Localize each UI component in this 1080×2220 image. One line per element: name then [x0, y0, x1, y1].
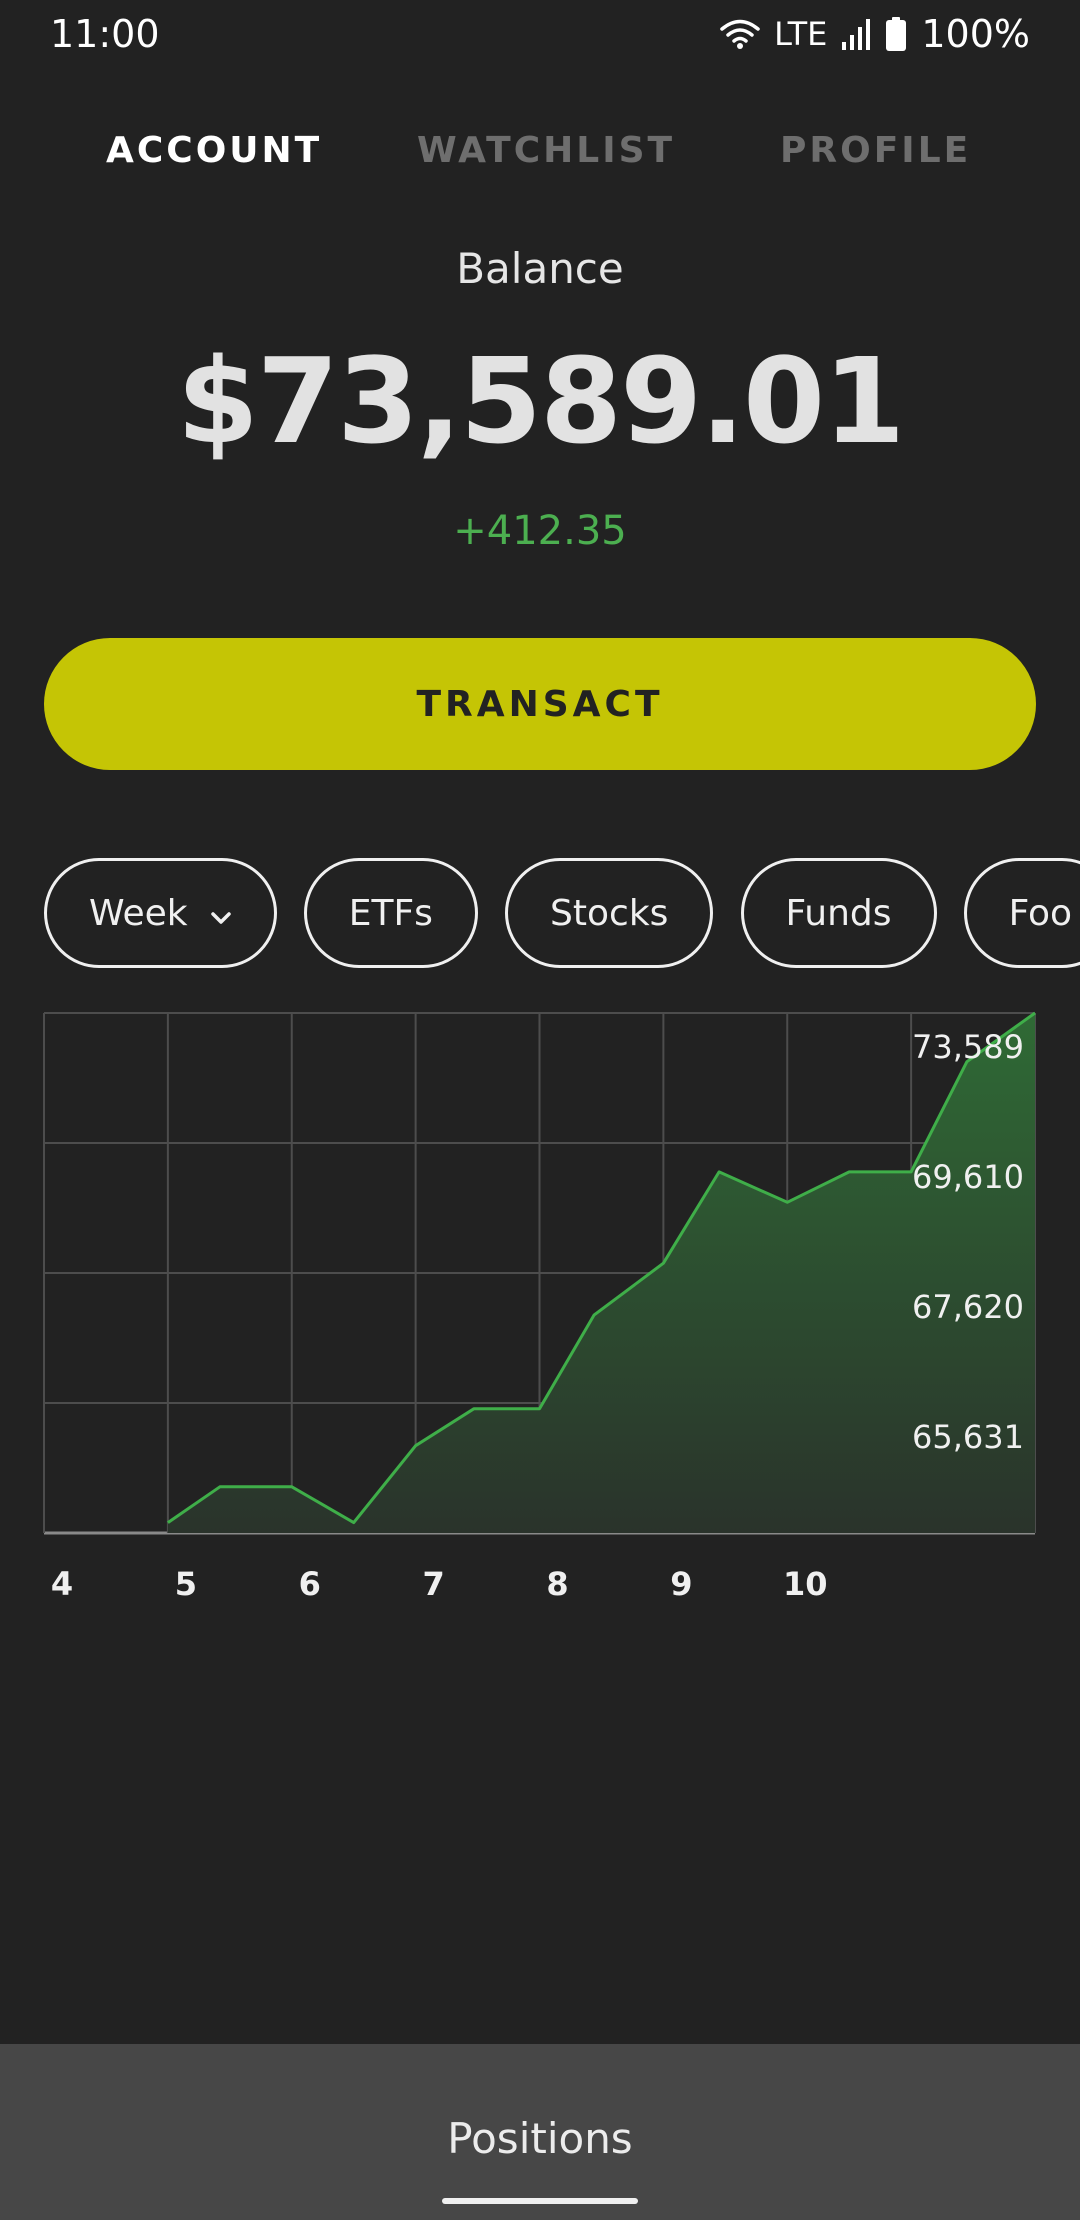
balance-label: Balance [456, 244, 624, 293]
transact-button[interactable]: TRANSACT [44, 638, 1036, 770]
period-label: Week [89, 892, 188, 934]
tab-profile[interactable]: PROFILE [780, 130, 972, 171]
tab-account[interactable]: ACCOUNT [106, 130, 323, 171]
home-indicator [442, 2198, 638, 2204]
chart-area [167, 1013, 1035, 1533]
filter-chip-foo[interactable]: Foo [963, 858, 1080, 968]
wifi-icon [720, 18, 760, 50]
filter-chip-etfs[interactable]: ETFs [303, 858, 478, 968]
balance-chart: 73,589 69,610 67,620 65,631 4 5 6 7 8 9 10 [43, 1011, 1036, 1603]
chart-line [167, 1011, 1036, 1525]
balance-value: $73,589.01 [176, 332, 906, 470]
battery-icon [885, 17, 907, 51]
filter-chips: Week ETFs Stocks Funds Foo [44, 858, 1080, 968]
balance-change: +412.35 [453, 508, 627, 554]
battery-level: 100% [921, 12, 1030, 56]
y-tick-label: 73,589 [912, 1028, 1024, 1066]
x-tick-label: 9 [670, 1565, 692, 1603]
y-tick-label: 67,620 [912, 1288, 1024, 1326]
signal-icon [841, 18, 871, 50]
filter-chip-stocks[interactable]: Stocks [505, 858, 714, 968]
status-bar: 11:00 LTE 100% [0, 0, 1080, 68]
chevron-down-icon [210, 893, 232, 934]
x-tick-label: 8 [546, 1565, 568, 1603]
y-tick-label: 65,631 [912, 1418, 1024, 1456]
network-type: LTE [774, 15, 828, 53]
top-tabs: ACCOUNT WATCHLIST PROFILE [0, 130, 1080, 200]
x-tick-label: 6 [299, 1565, 321, 1603]
x-tick-label: 5 [175, 1565, 197, 1603]
period-dropdown[interactable]: Week [44, 858, 277, 968]
x-tick-label: 7 [422, 1565, 444, 1603]
filter-chip-funds[interactable]: Funds [740, 858, 937, 968]
y-tick-label: 69,610 [912, 1158, 1024, 1196]
positions-tab[interactable]: Positions [447, 2114, 633, 2163]
bottom-nav: Positions [0, 2044, 1080, 2220]
status-time: 11:00 [50, 12, 160, 56]
tab-watchlist[interactable]: WATCHLIST [417, 130, 676, 171]
x-tick-label: 4 [51, 1565, 73, 1603]
status-icons: LTE 100% [720, 12, 1030, 56]
x-tick-label: 10 [783, 1565, 828, 1603]
